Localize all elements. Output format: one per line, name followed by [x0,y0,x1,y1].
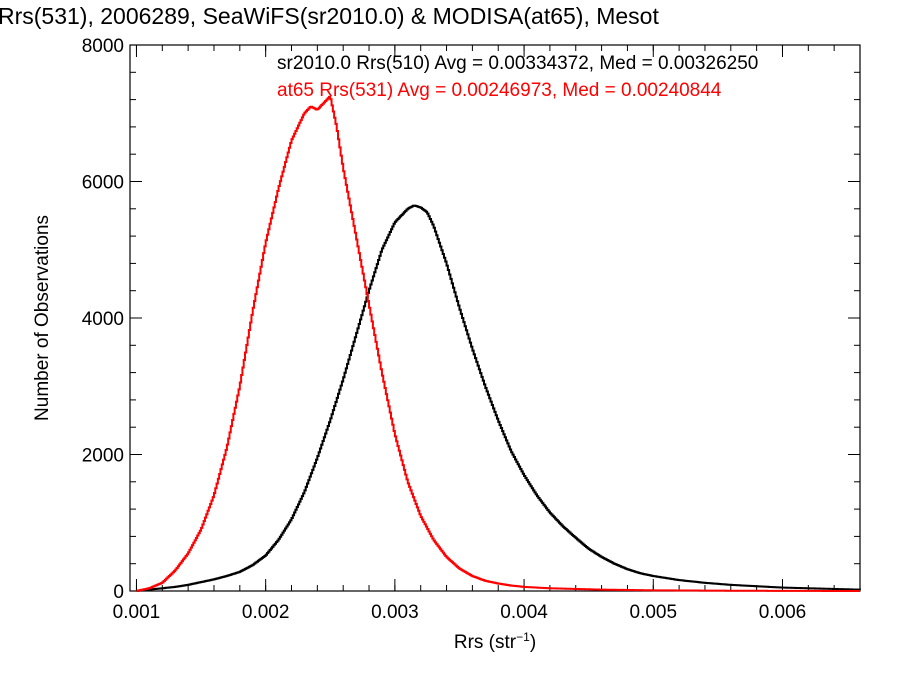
x-axis-label-superscript: −1 [516,630,530,644]
series-red-line [136,95,860,592]
x-tick-label: 0.003 [371,602,419,623]
x-tick-label: 0.004 [500,602,548,623]
x-axis-label: Rrs (str−1) [454,630,536,653]
plot-frame [129,44,861,592]
axis-ticks [130,44,861,592]
y-axis-label: Number of Observations [32,215,53,421]
x-tick-label: 0.001 [113,602,161,623]
series-layer [136,95,861,592]
annotation-black: sr2010.0 Rrs(510) Avg = 0.00334372, Med … [277,53,758,74]
y-tick-label: 6000 [82,173,124,194]
series-black-line [136,204,861,592]
tick-labels: 0.001 0.002 0.003 0.004 0.005 0.006 0 2000 4000 6… [82,36,807,623]
y-tick-label: 0 [113,582,124,603]
y-tick-label: 8000 [82,36,124,57]
x-tick-label: 0.006 [759,602,807,623]
annotation-red: at65 Rrs(531) Avg = 0.00246973, Med = 0.… [277,80,722,101]
x-tick-label: 0.005 [630,602,678,623]
chart-title: Rrs(531), 2006289, SeaWiFS(sr2010.0) & M… [0,3,659,29]
y-tick-label: 2000 [82,446,124,467]
x-tick-label: 0.002 [242,602,290,623]
y-tick-label: 4000 [82,309,124,330]
